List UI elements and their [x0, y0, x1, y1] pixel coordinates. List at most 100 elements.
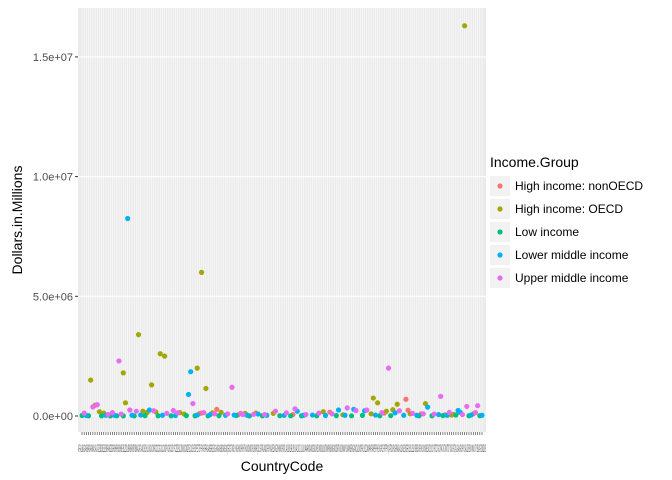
data-point [125, 215, 131, 222]
legend-title: Income.Group [490, 154, 579, 170]
data-point [88, 377, 94, 383]
data-point [435, 411, 442, 418]
y-tick-label: 0.0e+00 [33, 411, 73, 423]
data-point [394, 401, 400, 407]
data-point [283, 410, 289, 416]
data-point [316, 410, 322, 416]
data-point [446, 409, 452, 416]
data-point [368, 411, 374, 417]
data-point [140, 408, 146, 414]
data-point [329, 411, 335, 417]
data-point [479, 412, 485, 418]
data-point [475, 403, 481, 409]
data-point [342, 412, 348, 418]
x-axis-ticks [81, 432, 483, 435]
data-point [90, 404, 96, 410]
data-point [425, 404, 431, 410]
data-point [292, 406, 298, 412]
data-point [420, 411, 426, 417]
data-point [375, 400, 381, 406]
data-point [159, 412, 166, 418]
legend-label: Low income [515, 225, 579, 239]
data-point [138, 412, 144, 418]
data-point [322, 412, 329, 419]
data-point [333, 413, 339, 419]
data-point [155, 413, 161, 419]
data-point [320, 409, 326, 415]
data-point [335, 407, 342, 413]
data-point [190, 400, 196, 407]
data-point [370, 395, 376, 401]
data-point [170, 407, 176, 414]
legend-label: High income: OECD [515, 202, 623, 216]
data-point [207, 411, 213, 418]
data-point [162, 353, 168, 359]
data-point [133, 408, 139, 414]
data-point [385, 365, 392, 371]
data-point [468, 412, 474, 418]
data-points [79, 23, 485, 419]
data-point [212, 411, 218, 417]
data-point [396, 408, 402, 414]
data-point [216, 413, 222, 419]
data-point [255, 411, 261, 417]
data-point [229, 384, 235, 390]
data-point [194, 365, 200, 371]
data-point [244, 412, 250, 418]
data-point [122, 400, 129, 406]
data-point [201, 410, 207, 416]
data-point [262, 411, 268, 418]
y-tick-label: 1.5e+07 [33, 52, 73, 64]
data-point [403, 396, 409, 402]
data-point [388, 413, 394, 419]
legend: High income: nonOECD High income: OECD Low… [490, 176, 643, 288]
data-point [459, 411, 466, 418]
data-point [462, 23, 468, 29]
data-point [309, 412, 316, 418]
data-point [453, 412, 459, 418]
y-tick-label: 5.0e+06 [33, 291, 73, 303]
grid-lines [78, 8, 486, 432]
legend-key-point [497, 275, 503, 281]
data-point [157, 351, 163, 357]
data-point [127, 407, 133, 413]
data-point [203, 385, 209, 392]
data-point [185, 391, 192, 398]
data-point [438, 393, 444, 399]
legend-key-point [497, 252, 503, 258]
data-point [148, 382, 155, 388]
data-point [240, 411, 246, 418]
legend-key-point [497, 229, 503, 235]
data-point [135, 332, 142, 338]
data-point [194, 412, 200, 418]
data-point [303, 411, 309, 418]
data-point [401, 412, 407, 418]
data-point [188, 369, 194, 375]
y-axis-title: Dollars.in.Millions [9, 166, 25, 275]
y-axis-ticks: 0.0e+00 5.0e+06 1.0e+07 1.5e+07 [33, 52, 78, 423]
data-point [383, 408, 389, 414]
data-point [409, 410, 416, 416]
legend-label: Upper middle income [515, 271, 629, 285]
data-point [440, 412, 446, 419]
data-point [183, 413, 189, 419]
data-point [414, 412, 420, 418]
data-point [379, 410, 385, 416]
data-point [272, 408, 279, 414]
data-point [392, 410, 398, 416]
data-point [472, 410, 479, 416]
legend-label: High income: nonOECD [515, 179, 643, 193]
data-point [372, 412, 379, 418]
data-point [168, 413, 174, 419]
data-point [164, 410, 170, 416]
data-point [353, 407, 359, 414]
x-axis-title: CountryCode [241, 458, 324, 474]
y-tick-label: 1.0e+07 [33, 172, 73, 184]
data-point [277, 413, 283, 419]
x-tick-labels: AFGALBAGOARBARGARMAUSAUTAZEBDIBELBENBFAB… [78, 443, 486, 455]
legend-key-point [497, 183, 503, 189]
data-point [105, 411, 111, 418]
legend-label: Lower middle income [515, 248, 629, 262]
data-point [142, 413, 148, 419]
